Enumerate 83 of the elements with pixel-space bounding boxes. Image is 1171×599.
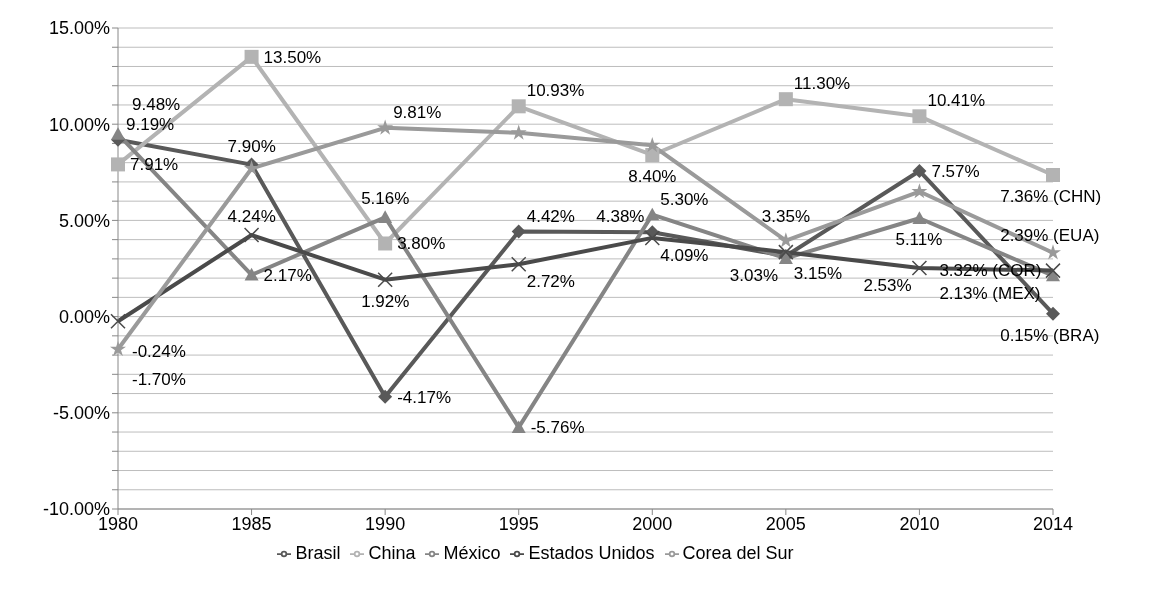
data-label: 9.48% — [132, 95, 181, 115]
point — [111, 157, 125, 172]
data-label: 7.36% (CHN) — [1000, 186, 1102, 206]
point — [1046, 306, 1060, 321]
point — [377, 119, 394, 135]
point — [511, 420, 526, 434]
data-label: -1.70% — [132, 370, 186, 390]
point — [511, 99, 526, 114]
point — [243, 160, 260, 176]
point — [110, 340, 126, 357]
x-tick-label: 2000 — [632, 513, 673, 534]
point — [644, 230, 661, 246]
legend-label: México — [443, 543, 501, 563]
point — [778, 244, 794, 260]
point — [778, 92, 793, 107]
x-tick-label: 2014 — [1032, 513, 1074, 534]
point — [1045, 244, 1061, 260]
point — [511, 224, 526, 239]
point — [243, 227, 260, 243]
y-tick-label: 5.00% — [58, 210, 110, 231]
point — [1045, 262, 1061, 279]
data-label: 0.15% (BRA) — [1000, 325, 1100, 345]
legend-label: Estados Unidos — [528, 543, 655, 563]
data-label: 1.92% — [361, 291, 410, 311]
data-label: 9.81% — [393, 102, 442, 122]
point — [378, 210, 393, 223]
data-label: 13.50% — [263, 47, 322, 67]
point — [510, 124, 527, 140]
x-tick-label: 1990 — [365, 513, 406, 534]
point — [377, 271, 393, 288]
point — [645, 147, 660, 162]
data-label: 8.40% — [628, 166, 677, 186]
point — [110, 313, 126, 329]
data-label: 4.09% — [660, 245, 709, 265]
data-label: 4.42% — [526, 206, 575, 226]
x-tick-label: 2010 — [899, 513, 940, 534]
data-label: 4.38% — [596, 207, 645, 227]
data-label: -4.17% — [397, 387, 452, 407]
point — [912, 211, 927, 224]
data-label: 7.57% — [931, 161, 980, 181]
data-label: 10.93% — [526, 81, 585, 101]
point — [244, 267, 259, 281]
point — [1046, 167, 1060, 182]
data-label: 11.30% — [793, 74, 851, 94]
point — [911, 183, 928, 199]
data-label: -5.76% — [530, 418, 585, 438]
y-tick-label: 15.00% — [48, 18, 110, 39]
point — [645, 207, 660, 221]
data-label: 3.80% — [397, 234, 446, 254]
x-tick-label: 1995 — [498, 513, 539, 534]
point — [378, 389, 393, 404]
data-label: 2.53% — [863, 275, 912, 295]
data-label: 10.41% — [927, 91, 986, 111]
point — [244, 49, 259, 64]
data-label: 3.35% — [761, 207, 811, 227]
x-tick-label: 2005 — [765, 513, 806, 534]
data-label: 9.19% — [126, 114, 175, 134]
x-tick-label: 1985 — [231, 513, 272, 534]
point — [911, 260, 928, 276]
data-label: 5.16% — [361, 189, 410, 209]
data-label: 5.30% — [660, 189, 709, 209]
data-label: 2.72% — [526, 272, 575, 292]
data-label: 4.24% — [227, 207, 276, 227]
point — [644, 136, 661, 153]
data-label: 3.03% — [729, 266, 779, 286]
y-tick-label: 0.00% — [58, 306, 110, 327]
data-label: 3.15% — [793, 263, 843, 283]
data-label: 7.90% — [227, 136, 276, 156]
point — [912, 109, 927, 124]
point — [111, 127, 125, 140]
legend-label: China — [368, 543, 416, 563]
point — [510, 256, 527, 273]
data-label: 5.11% — [895, 230, 943, 250]
data-label: 7.91% — [130, 155, 179, 175]
data-label: 2.17% — [263, 265, 312, 285]
y-tick-label: -5.00% — [52, 403, 110, 424]
point — [378, 236, 393, 251]
data-label: -0.24% — [132, 342, 186, 362]
y-tick-label: 10.00% — [48, 114, 110, 135]
legend-label: Brasil — [295, 543, 341, 563]
legend-label: Corea del Sur — [682, 543, 794, 563]
data-label: 2.39% (EUA) — [1000, 225, 1100, 245]
point — [912, 163, 927, 178]
